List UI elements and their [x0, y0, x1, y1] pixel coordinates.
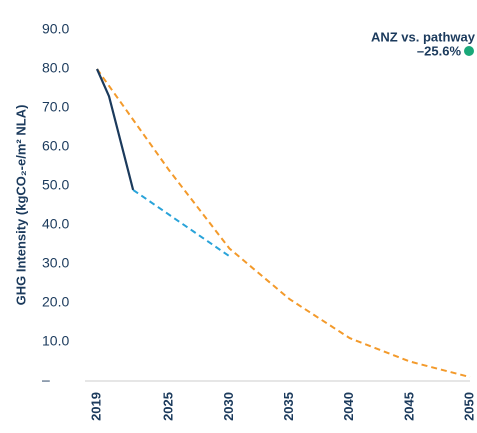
series-line: [96, 68, 471, 379]
x-tick-label: 2030: [221, 392, 236, 421]
y-tick-label: –: [42, 372, 50, 388]
y-tick-label: 40.0: [42, 216, 69, 232]
annotation-title: ANZ vs. pathway: [371, 29, 476, 44]
annotation-dot: [464, 46, 474, 56]
series-line: [132, 189, 230, 258]
annotation-value: –25.6%: [417, 43, 462, 58]
y-tick-label: 30.0: [42, 255, 69, 271]
y-tick-label: 90.0: [42, 21, 69, 37]
x-tick-label: 2050: [461, 392, 476, 421]
x-tick-label: 2025: [161, 392, 176, 421]
y-tick-label: 10.0: [42, 333, 69, 349]
series-line: [95, 68, 135, 191]
x-tick-label: 2045: [401, 392, 416, 421]
y-tick-label: 80.0: [42, 60, 69, 76]
x-tick-label: 2035: [281, 392, 296, 421]
y-axis-label: GHG Intensity (kgCO₂-e/m² NLA): [13, 105, 28, 306]
y-tick-label: 70.0: [42, 99, 69, 115]
y-tick-label: 60.0: [42, 138, 69, 154]
x-tick-label: 2040: [341, 392, 356, 421]
y-tick-label: 20.0: [42, 294, 69, 310]
y-tick-label: 50.0: [42, 177, 69, 193]
x-tick-label: 2019: [88, 392, 103, 421]
